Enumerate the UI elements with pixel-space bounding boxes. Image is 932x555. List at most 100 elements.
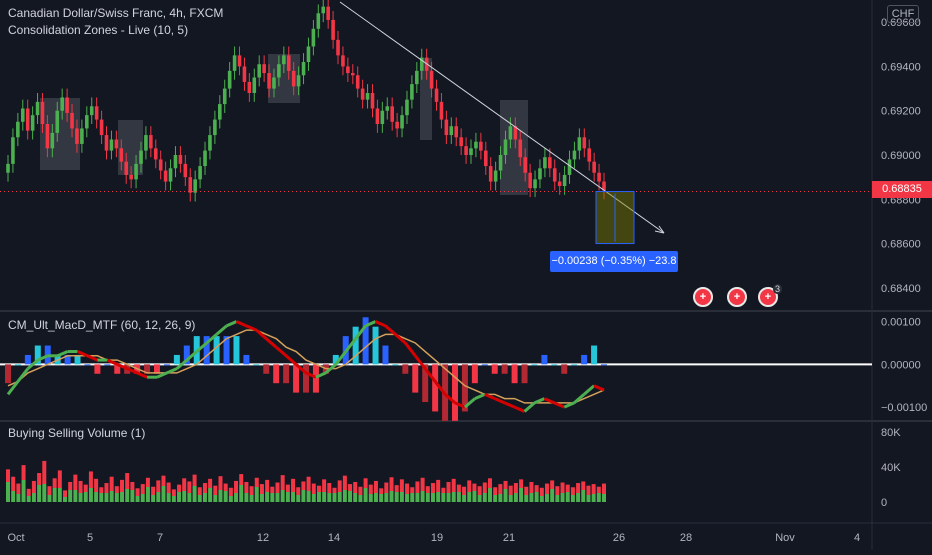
candle-body [552,168,557,182]
volume-buy-bar [301,490,306,502]
candle-body [439,101,444,120]
candle-body [119,148,124,162]
candle-body [479,141,483,151]
candle-body [419,57,424,71]
candle-body [538,168,542,180]
volume-sell-bar [244,481,249,493]
volume-buy-bar [42,484,47,502]
volume-buy-bar [550,489,555,502]
candle-body [213,119,217,136]
symbol-title[interactable]: Canadian Dollar/Swiss Franc, 4h, FXCM [8,6,224,20]
candle-body [503,139,508,155]
macd-histogram-bar [591,345,598,365]
candle-body [282,55,286,65]
volume-sell-bar [570,487,575,495]
volume-sell-bar [322,479,327,492]
volume-buy-bar [446,493,451,502]
volume-sell-bar [104,483,109,493]
volume-buy-bar [342,490,347,502]
trend-arrow-icon [654,225,665,234]
macd-line-segment [414,354,427,370]
candle-body [45,124,50,149]
price-axis-label: 0.69600 [881,17,921,29]
volume-buy-bar [171,496,176,502]
volume-sell-bar [213,485,218,495]
volume-legend[interactable]: Buying Selling Volume (1) [8,426,146,440]
candle-body [306,46,311,62]
volume-buy-bar [405,494,410,502]
volume-buy-bar [529,493,534,502]
candle-body [493,170,498,182]
volume-sell-bar [6,469,10,482]
volume-buy-bar [68,490,73,502]
macd-legend[interactable]: CM_Ult_MacD_MTF (60, 12, 26, 9) [8,318,196,332]
volume-buy-bar [218,490,223,502]
time-axis-label: Oct [7,532,24,544]
volume-sell-bar [88,471,93,488]
volume-sell-bar [519,479,524,488]
volume-sell-bar [249,486,254,495]
volume-buy-bar [31,493,36,502]
macd-line-segment [16,367,30,383]
volume-buy-bar [399,492,404,502]
macd-line-segment [324,363,337,375]
volume-buy-bar [187,493,192,502]
candle-body [341,55,345,67]
macd-line-segment [185,350,198,362]
volume-buy-bar [130,490,135,502]
currency-badge[interactable]: CHF [887,5,919,23]
macd-histogram-bar [561,364,568,374]
volume-buy-bar [11,491,16,502]
macd-line-segment [76,350,89,358]
macd-line-segment [255,328,268,340]
time-axis-label: 5 [87,532,93,544]
macd-histogram-bar [74,354,81,365]
volume-buy-bar [498,494,503,502]
macd-line-segment [166,367,178,375]
macd-line-segment [404,342,417,357]
candle-body [400,115,404,129]
candle-body [301,62,306,76]
volume-buy-bar [88,488,93,502]
candle-body [296,75,301,87]
volume-buy-bar [581,490,586,502]
volume-buy-bar [524,495,529,502]
volume-sell-bar [52,478,57,488]
candle-body [360,88,365,100]
candle-body [518,139,523,158]
volume-buy-bar [373,493,378,502]
volume-sell-bar [270,486,275,493]
macd-histogram-bar [114,364,121,374]
event-flag-icon[interactable]: + [727,287,747,307]
volume-buy-bar [337,492,342,502]
volume-sell-bar [430,483,435,493]
candle-body [104,135,109,151]
volume-buy-bar [254,487,259,502]
volume-sell-bar [498,484,503,494]
volume-sell-bar [316,485,321,492]
macd-histogram-bar [471,364,478,384]
volume-sell-bar [482,482,487,493]
macd-line-segment [365,320,377,328]
candle-body [193,179,197,193]
macd-histogram-bar [531,364,538,366]
macd-histogram-bar [312,364,319,393]
candle-body [528,172,532,189]
volume-sell-bar [358,486,363,495]
volume-sell-bar [560,482,565,493]
macd-line-segment [504,401,516,409]
event-flag-icon[interactable]: + [693,287,713,307]
time-axis-label: Nov [775,532,795,544]
volume-sell-bar [487,478,492,488]
candle-body [89,106,94,116]
candle-body [50,132,55,149]
candle-body [311,28,316,47]
candle-body [483,150,488,167]
volume-buy-bar [223,491,228,502]
volume-sell-bar [337,480,342,492]
last-price-tag: 0.68835 [872,181,932,198]
consolidation-zones-legend[interactable]: Consolidation Zones - Live (10, 5) [8,23,189,37]
volume-sell-bar [534,485,539,492]
